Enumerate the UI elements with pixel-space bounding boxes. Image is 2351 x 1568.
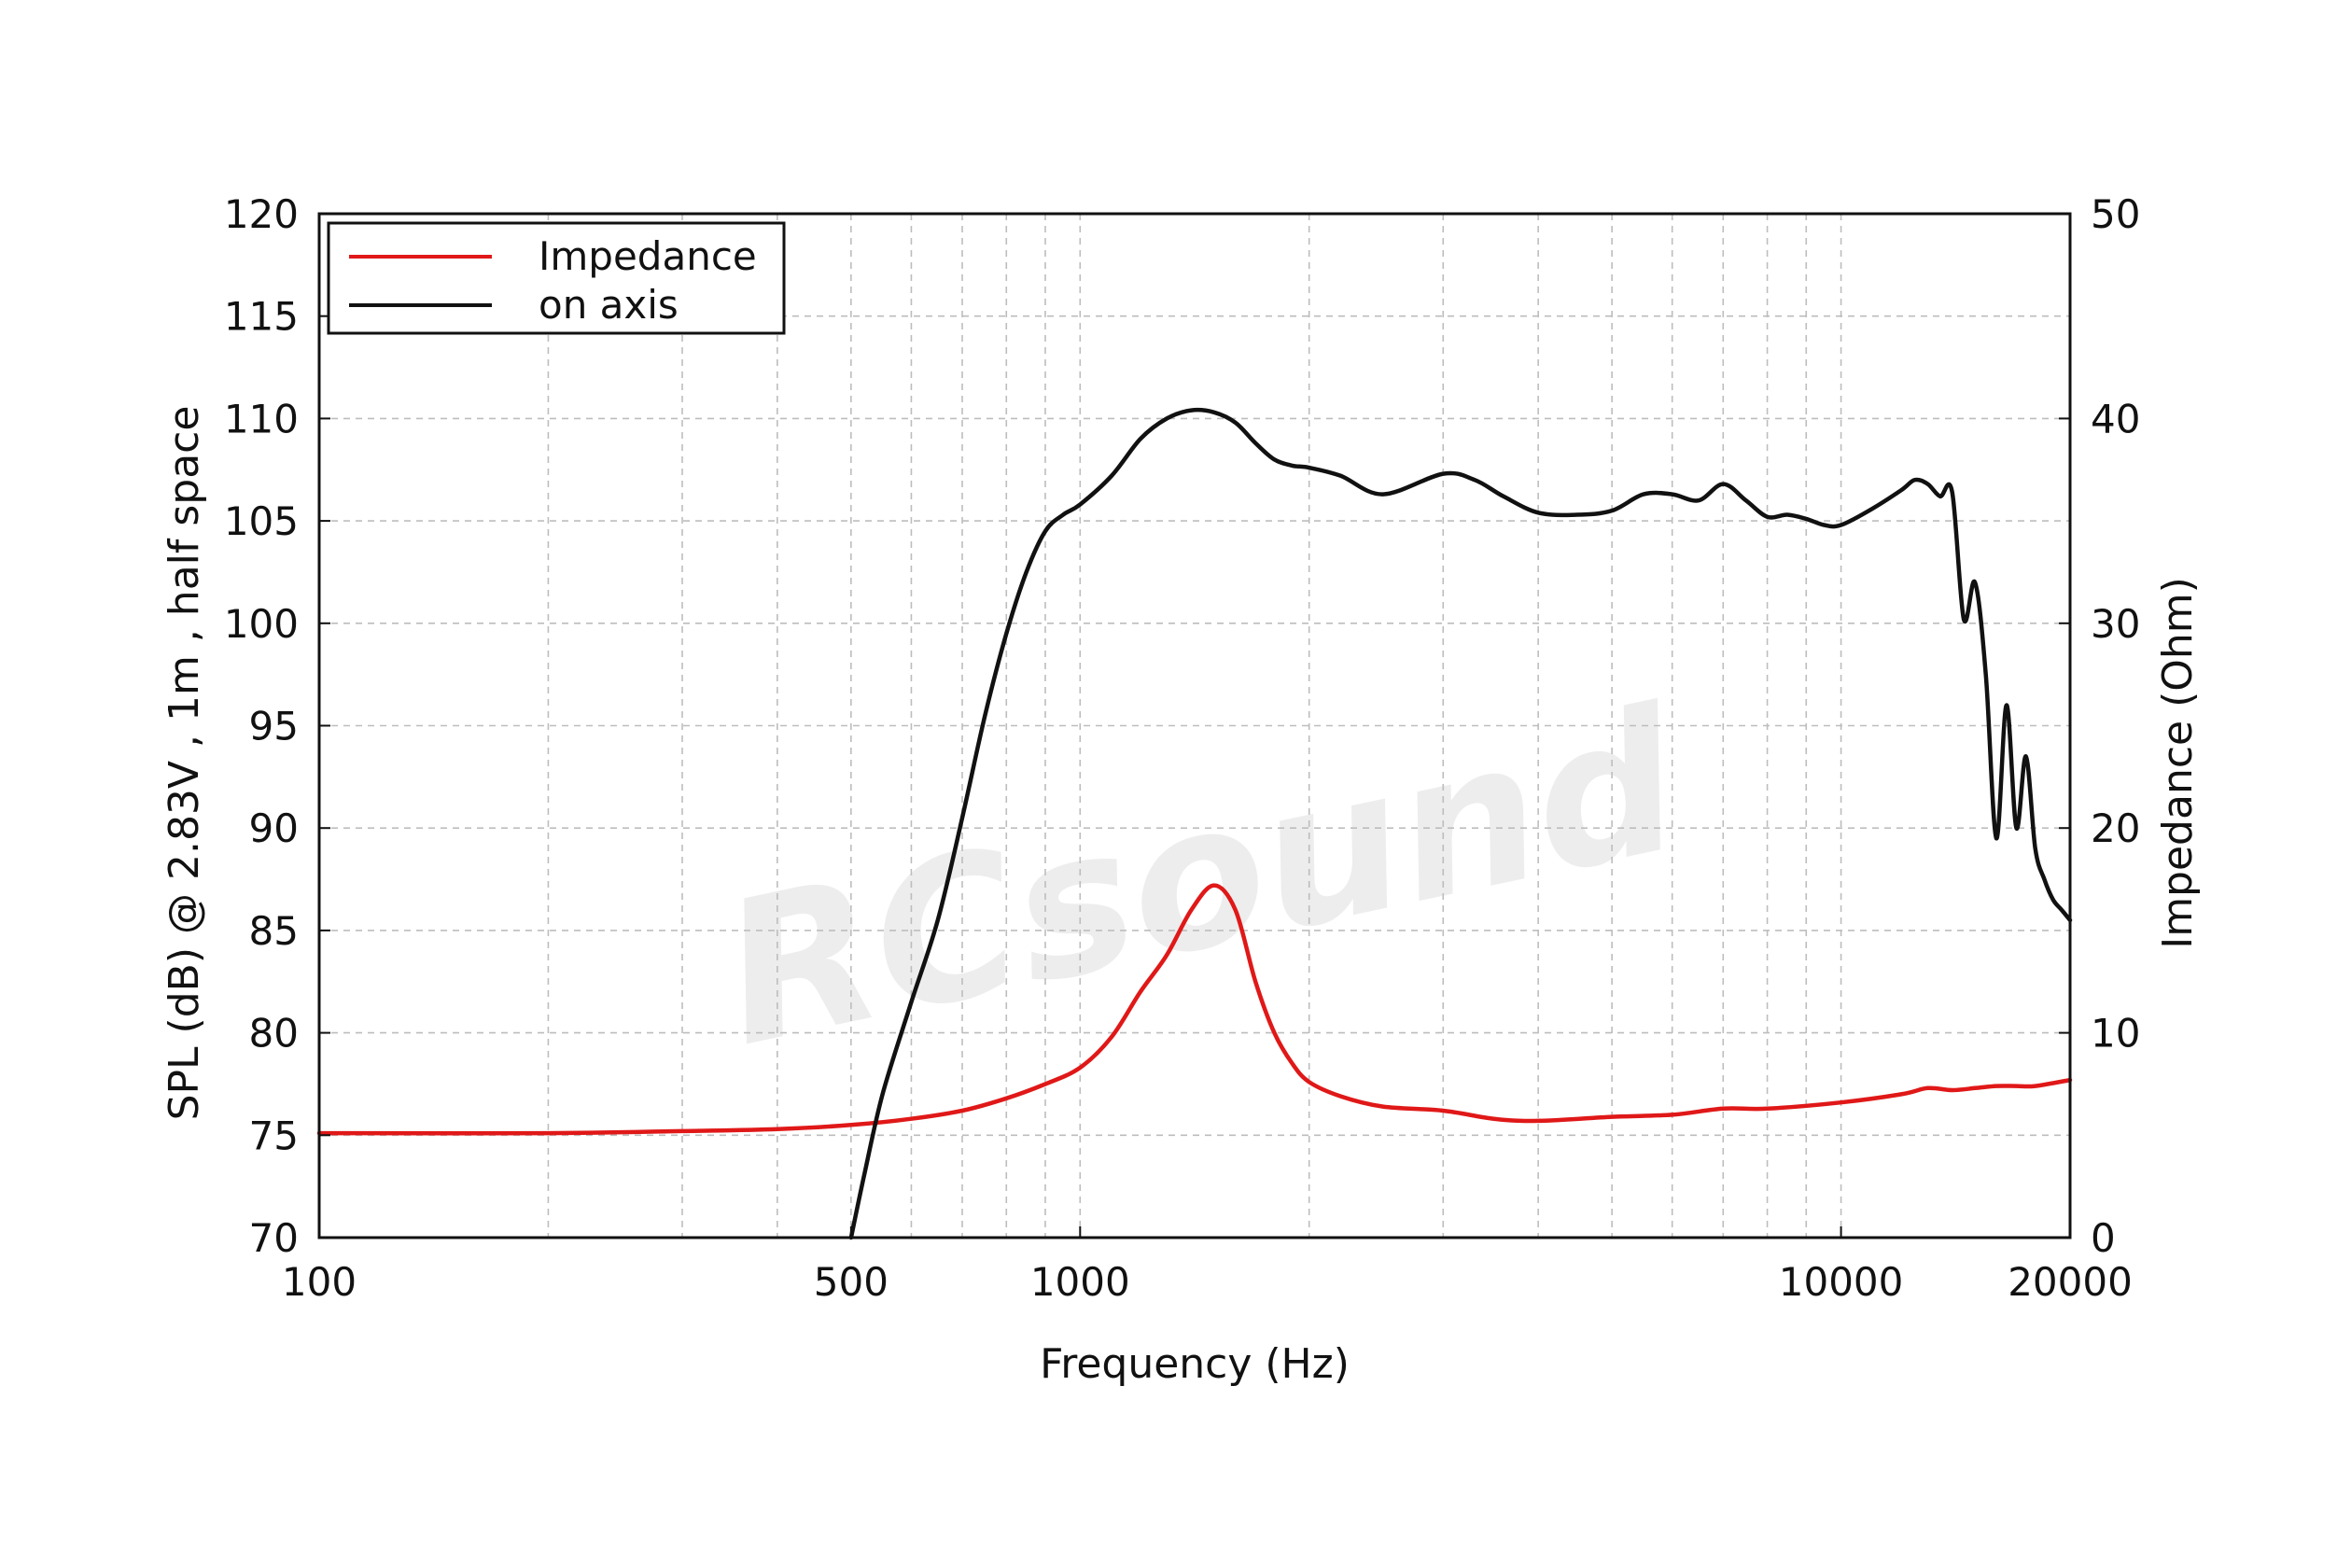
y-tick-label: 70	[249, 1215, 299, 1261]
y-tick-label: 75	[249, 1113, 299, 1158]
x-tick-label: 10000	[1779, 1259, 1904, 1305]
y-axis-title-right: Impedance (Ohm)	[2154, 577, 2202, 949]
y-axis-title-left: SPL (dB) @ 2.83V , 1m , half space	[161, 406, 208, 1121]
axis-ticks: 100 500 1000 10000 2000070758085909510010511…	[224, 191, 2141, 1305]
y-tick-label: 95	[249, 704, 299, 749]
y-tick-label: 80	[249, 1011, 299, 1057]
legend: Impedance on axis	[327, 221, 786, 335]
x-tick-label: 20000	[2008, 1259, 2133, 1305]
x-axis-title: Frequency (Hz)	[1040, 1340, 1350, 1388]
legend-label-on-axis: on axis	[539, 282, 679, 328]
y-tick-label: 120	[224, 191, 299, 237]
series-line-impedance	[316, 883, 2073, 1136]
x-tick-label: 1000	[1030, 1259, 1130, 1305]
y2-tick-label: 20	[2091, 805, 2140, 851]
x-tick-label: 100	[282, 1259, 357, 1305]
y2-tick-label: 50	[2091, 191, 2140, 237]
x-tick-label: 500	[814, 1259, 889, 1305]
y-tick-label: 90	[249, 805, 299, 851]
series-line-on-axis	[848, 407, 2073, 1240]
series-lines	[316, 407, 2073, 1240]
y-tick-label: 100	[224, 601, 299, 647]
y2-tick-label: 0	[2091, 1215, 2116, 1261]
grid-lines	[319, 214, 2070, 1238]
y-tick-label: 110	[224, 396, 299, 441]
legend-label-impedance: Impedance	[539, 233, 757, 279]
y2-tick-label: 30	[2091, 601, 2140, 647]
y-tick-label: 85	[249, 908, 299, 954]
y2-tick-label: 40	[2091, 396, 2140, 441]
watermark-logo: RCsound	[705, 665, 1699, 1090]
y-tick-label: 115	[224, 294, 299, 340]
y-tick-label: 105	[224, 498, 299, 544]
legend-box	[327, 221, 786, 335]
y2-tick-label: 10	[2091, 1011, 2140, 1057]
